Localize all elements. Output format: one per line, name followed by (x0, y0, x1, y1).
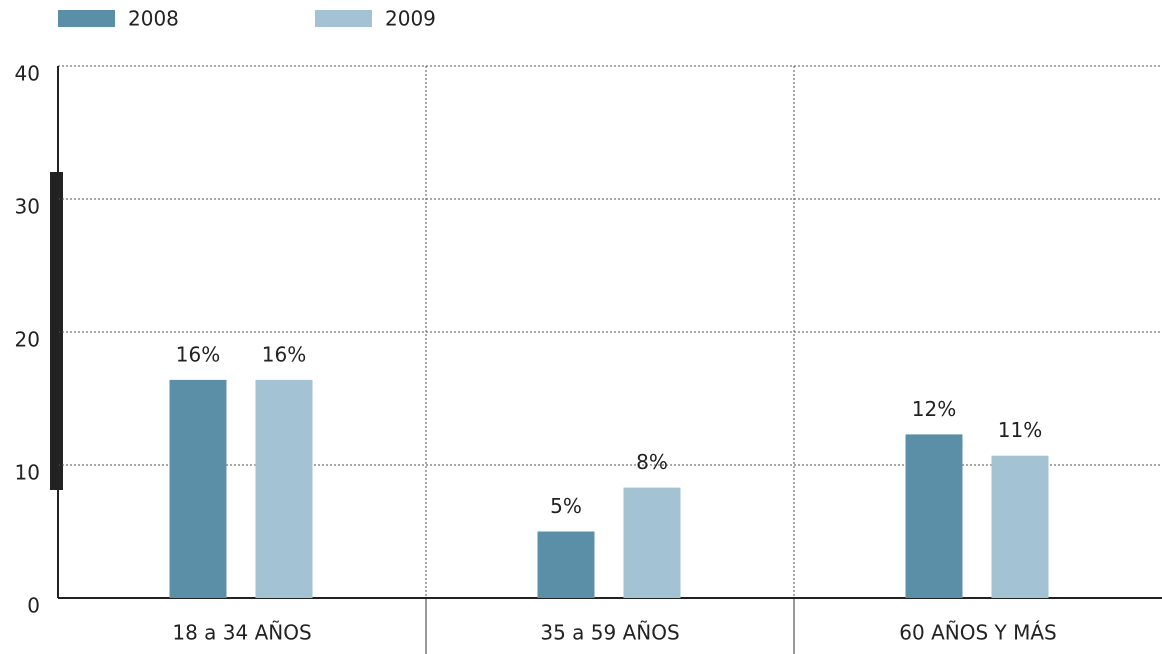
x-tick-label: 35 a 59 AÑOS (540, 621, 679, 645)
x-tick-label: 60 AÑOS Y MÁS (899, 621, 1056, 645)
legend-swatch (58, 10, 115, 27)
bar (537, 531, 595, 598)
y-tick-label: 20 (15, 328, 40, 352)
bar (905, 434, 963, 598)
value-label: 16% (262, 342, 306, 366)
y-tick-label: 0 (27, 594, 40, 618)
value-label: 5% (550, 494, 582, 518)
y-tick-label: 40 (15, 62, 40, 86)
bar (991, 455, 1049, 598)
value-label: 8% (636, 450, 668, 474)
legend-label: 2008 (128, 7, 179, 31)
legend-label: 2009 (385, 7, 436, 31)
axis-highlight (50, 172, 63, 490)
y-tick-label: 10 (15, 461, 40, 485)
legend-swatch (315, 10, 372, 27)
bar (623, 487, 681, 598)
value-label: 11% (998, 418, 1042, 442)
value-label: 12% (912, 397, 956, 421)
x-tick-label: 18 a 34 AÑOS (172, 621, 311, 645)
bar (255, 379, 313, 598)
value-label: 16% (176, 342, 220, 366)
y-tick-label: 30 (15, 195, 40, 219)
bar (169, 379, 227, 598)
